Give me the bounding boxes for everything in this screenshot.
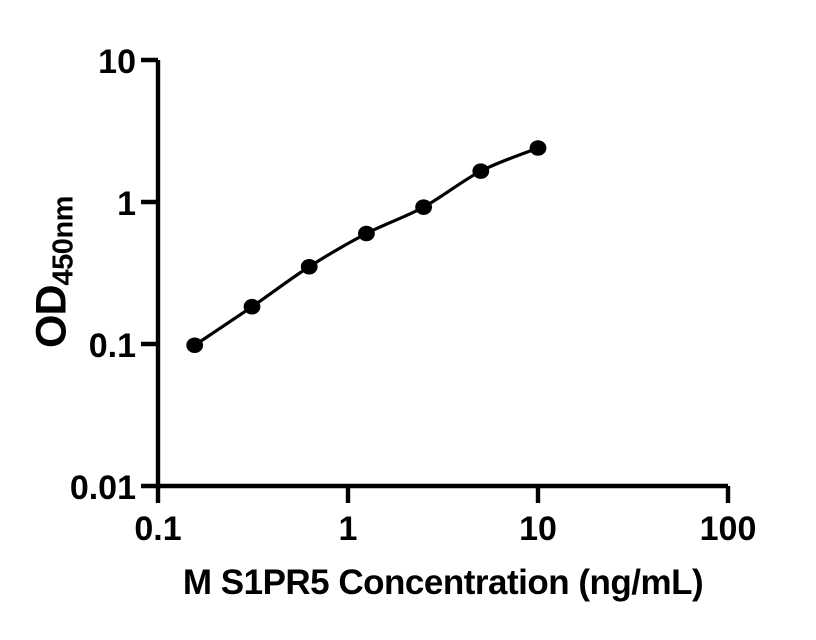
y-axis-title-subscript: 450nm (47, 196, 80, 286)
x-tick-label: 0.1 (134, 510, 181, 548)
y-tick-label: 10 (98, 43, 136, 81)
data-point (529, 140, 547, 156)
data-point (243, 298, 261, 315)
y-axis-title-main: OD (27, 285, 76, 348)
x-tick-label: 100 (700, 510, 757, 548)
x-tick-label: 1 (339, 510, 358, 548)
data-series (186, 140, 547, 354)
data-point (300, 258, 318, 275)
series-curve (193, 146, 539, 347)
data-point (358, 225, 375, 242)
y-tick-label: 0.1 (89, 327, 136, 365)
y-tick-label: 1 (117, 185, 136, 223)
data-point (472, 163, 490, 179)
x-tick-label: 10 (519, 510, 557, 548)
x-axis-title: M S1PR5 Concentration (ng/mL) (182, 563, 704, 602)
axis-spines (155, 60, 728, 489)
y-axis-title: OD450nm (27, 196, 80, 348)
data-point (186, 337, 204, 354)
data-point (415, 199, 433, 215)
y-tick-label: 0.01 (70, 469, 136, 507)
